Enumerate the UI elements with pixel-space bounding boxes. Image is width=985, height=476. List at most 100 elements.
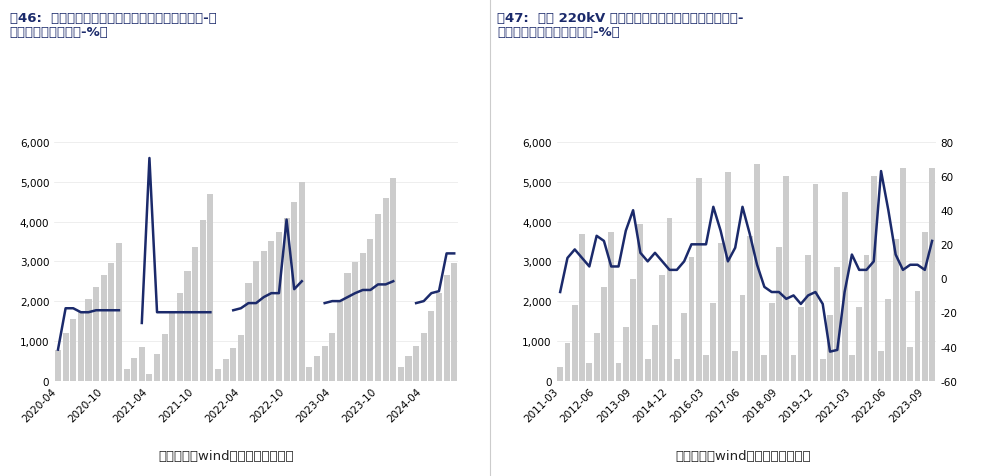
Bar: [413, 347, 420, 381]
Bar: [892, 240, 898, 381]
Bar: [761, 355, 767, 381]
Bar: [421, 333, 427, 381]
Bar: [564, 343, 570, 381]
Bar: [637, 224, 643, 381]
Bar: [70, 319, 76, 381]
Bar: [805, 256, 811, 381]
Bar: [184, 272, 190, 381]
Bar: [245, 284, 251, 381]
Text: 数据来源：wind、东吴证券研究所: 数据来源：wind、东吴证券研究所: [676, 449, 812, 462]
Bar: [253, 262, 259, 381]
Bar: [360, 254, 365, 381]
Bar: [609, 232, 614, 381]
Bar: [322, 347, 328, 381]
Bar: [755, 165, 760, 381]
Bar: [261, 252, 267, 381]
Bar: [177, 294, 183, 381]
Bar: [907, 347, 913, 381]
Bar: [428, 311, 434, 381]
Text: 图47:  新增 220kV 及以上变电容量累计（左轴：累计值-: 图47: 新增 220kV 及以上变电容量累计（左轴：累计值-: [497, 12, 744, 25]
Bar: [768, 304, 774, 381]
Bar: [284, 218, 290, 381]
Bar: [682, 313, 688, 381]
Bar: [579, 234, 585, 381]
Bar: [703, 355, 709, 381]
Bar: [154, 354, 161, 381]
Bar: [139, 347, 145, 381]
Bar: [382, 198, 389, 381]
Bar: [813, 185, 819, 381]
Bar: [740, 296, 746, 381]
Bar: [108, 264, 114, 381]
Bar: [298, 182, 305, 381]
Bar: [871, 177, 877, 381]
Bar: [922, 232, 928, 381]
Bar: [436, 294, 442, 381]
Text: 数据来源：wind、东吴证券研究所: 数据来源：wind、东吴证券研究所: [159, 449, 295, 462]
Bar: [572, 306, 577, 381]
Bar: [645, 359, 651, 381]
Bar: [900, 169, 906, 381]
Bar: [100, 276, 106, 381]
Text: 万千伏安；右轴：累计同比-%）: 万千伏安；右轴：累计同比-%）: [497, 26, 621, 39]
Bar: [147, 374, 153, 381]
Bar: [306, 368, 312, 381]
Bar: [820, 359, 825, 381]
Bar: [630, 280, 636, 381]
Bar: [162, 334, 167, 381]
Bar: [674, 359, 680, 381]
Bar: [827, 316, 833, 381]
Bar: [879, 351, 884, 381]
Bar: [314, 356, 320, 381]
Bar: [390, 178, 396, 381]
Bar: [200, 220, 206, 381]
Bar: [451, 264, 457, 381]
Bar: [776, 248, 782, 381]
Bar: [63, 333, 69, 381]
Bar: [192, 248, 198, 381]
Bar: [689, 258, 694, 381]
Bar: [406, 356, 412, 381]
Bar: [667, 218, 673, 381]
Bar: [352, 263, 359, 381]
Bar: [594, 333, 600, 381]
Bar: [443, 276, 449, 381]
Bar: [783, 177, 789, 381]
Bar: [841, 192, 847, 381]
Bar: [710, 304, 716, 381]
Bar: [367, 240, 373, 381]
Bar: [886, 299, 891, 381]
Bar: [834, 268, 840, 381]
Bar: [601, 288, 607, 381]
Bar: [292, 202, 297, 381]
Bar: [616, 363, 622, 381]
Bar: [623, 327, 628, 381]
Bar: [268, 242, 275, 381]
Bar: [86, 299, 92, 381]
Bar: [915, 292, 920, 381]
Bar: [718, 244, 724, 381]
Bar: [558, 367, 563, 381]
Bar: [169, 313, 175, 381]
Text: 元；右轴：累计同比-%）: 元；右轴：累计同比-%）: [10, 26, 108, 39]
Bar: [116, 244, 122, 381]
Bar: [659, 276, 665, 381]
Bar: [398, 368, 404, 381]
Bar: [329, 333, 335, 381]
Bar: [791, 355, 797, 381]
Bar: [131, 358, 137, 381]
Bar: [207, 194, 214, 381]
Bar: [55, 350, 61, 381]
Bar: [345, 274, 351, 381]
Bar: [849, 355, 855, 381]
Bar: [798, 307, 804, 381]
Bar: [747, 236, 753, 381]
Bar: [864, 256, 870, 381]
Bar: [695, 178, 701, 381]
Bar: [123, 369, 130, 381]
Bar: [337, 301, 343, 381]
Bar: [223, 359, 229, 381]
Bar: [230, 348, 236, 381]
Bar: [732, 351, 738, 381]
Bar: [215, 370, 221, 381]
